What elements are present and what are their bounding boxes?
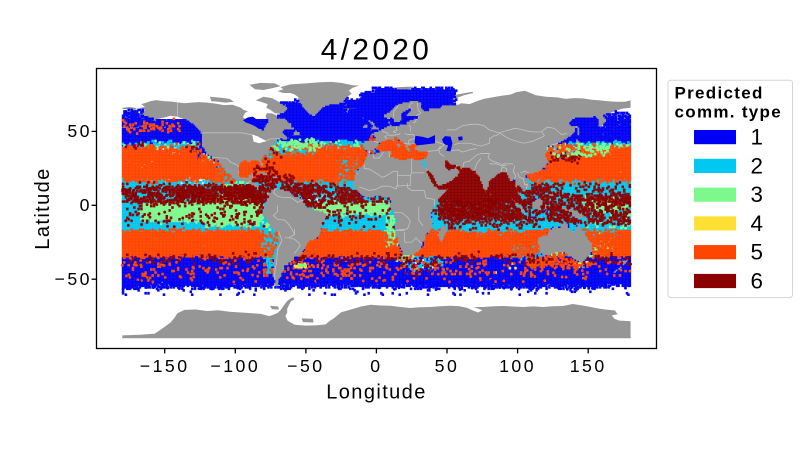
svg-text:−50: −50 — [287, 356, 325, 376]
svg-text:0: 0 — [80, 195, 92, 215]
svg-text:−100: −100 — [210, 356, 260, 376]
svg-text:Longitude: Longitude — [326, 382, 426, 404]
svg-text:3: 3 — [751, 182, 763, 207]
svg-text:1: 1 — [751, 125, 763, 150]
svg-text:−150: −150 — [140, 356, 190, 376]
svg-text:comm. type: comm. type — [675, 103, 782, 122]
svg-text:0: 0 — [370, 356, 382, 376]
svg-text:4/2020: 4/2020 — [321, 34, 433, 67]
svg-text:6: 6 — [751, 268, 763, 293]
svg-text:4: 4 — [751, 211, 763, 236]
svg-text:Latitude: Latitude — [32, 167, 54, 249]
svg-text:150: 150 — [570, 356, 607, 376]
svg-text:2: 2 — [751, 153, 763, 178]
svg-text:Predicted: Predicted — [675, 83, 764, 102]
svg-text:50: 50 — [67, 121, 92, 141]
svg-text:−50: −50 — [54, 269, 92, 289]
svg-text:5: 5 — [751, 240, 763, 265]
svg-text:50: 50 — [435, 356, 460, 376]
svg-text:100: 100 — [499, 356, 536, 376]
